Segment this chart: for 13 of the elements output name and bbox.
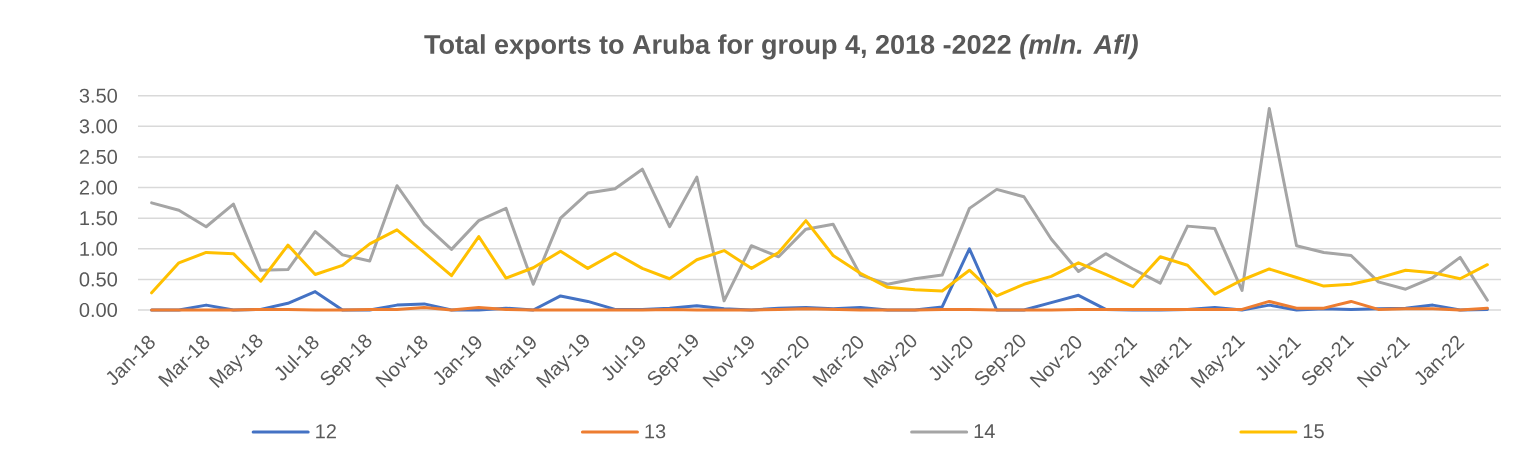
- legend-label: 15: [1303, 424, 1324, 439]
- legend-label: 13: [645, 424, 666, 439]
- y-tick-label: 0.50: [79, 272, 118, 287]
- y-tick-label: 3.50: [79, 88, 118, 103]
- chart-title: Total exports to Aruba for group 4, 2018 -2022 (mln. Afl): [424, 34, 1138, 60]
- y-tick-label: 1.50: [80, 211, 118, 226]
- legend-label: 14: [974, 424, 995, 439]
- y-tick-label: 2.00: [79, 180, 118, 195]
- y-tick-label: 3.00: [79, 119, 118, 134]
- legend-label: 12: [316, 424, 336, 439]
- y-tick-label: 0.00: [79, 302, 118, 318]
- y-tick-label: 2.50: [79, 149, 118, 164]
- y-tick-label: 1.00: [80, 241, 118, 256]
